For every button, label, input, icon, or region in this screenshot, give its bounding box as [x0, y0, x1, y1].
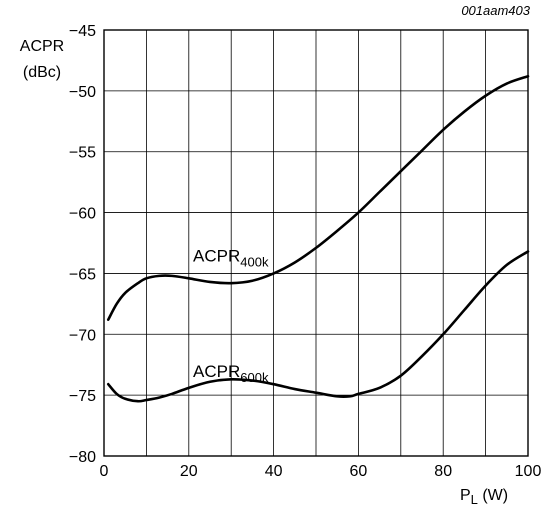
- y-tick-label: −65: [69, 266, 96, 283]
- y-tick-label: −80: [69, 449, 96, 466]
- x-tick-label: 100: [515, 463, 542, 480]
- y-axis-unit: (dBc): [23, 64, 61, 81]
- y-tick-label: −60: [69, 206, 96, 223]
- figure-code: 001aam403: [461, 3, 530, 18]
- x-tick-label: 80: [434, 463, 452, 480]
- y-tick-label: −45: [69, 23, 96, 40]
- series-label-600k: ACPR600k: [193, 362, 269, 385]
- series-label-400k: ACPR400k: [193, 246, 269, 269]
- y-tick-label: −50: [69, 84, 96, 101]
- series-line-600k: [106, 250, 530, 403]
- x-tick-label: 0: [100, 463, 109, 480]
- x-tick-label: 60: [350, 463, 368, 480]
- x-axis-label: PL (W): [460, 487, 508, 507]
- y-tick-label: −70: [69, 327, 96, 344]
- x-tick-label: 20: [180, 463, 198, 480]
- series-line-400k: [106, 74, 530, 321]
- y-tick-label: −75: [69, 388, 96, 405]
- x-tick-label: 40: [265, 463, 283, 480]
- plot-frame: [103, 29, 529, 457]
- y-axis-label: ACPR: [20, 38, 64, 55]
- x-tick-labels: 0 20 40 60 80 100: [100, 463, 542, 480]
- y-tick-label: −55: [69, 145, 96, 162]
- data-curves: ACPR400k ACPR600k: [106, 74, 530, 403]
- y-tick-labels: −80 −75 −70 −65 −60 −55 −50 −45: [69, 23, 96, 466]
